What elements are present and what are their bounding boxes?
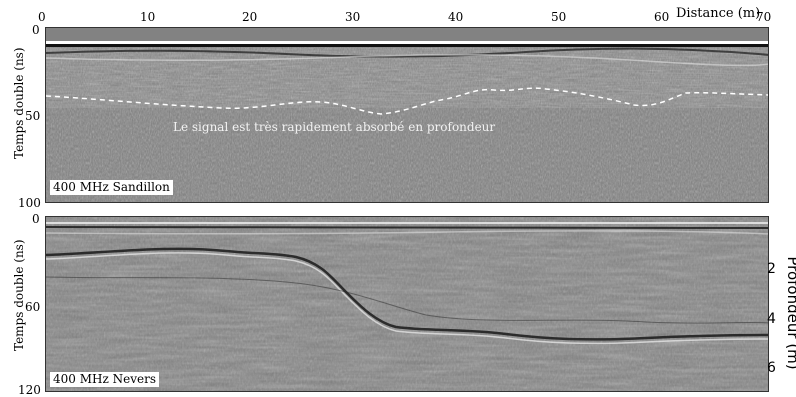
depth-tick-4: 4 [767, 311, 776, 327]
depth-axis-label: Profondeur (m) [784, 256, 796, 370]
bottom-radargram-image [46, 217, 768, 391]
x-tick-20: 20 [242, 10, 258, 24]
bottom-y-tick-120: 120 [18, 383, 41, 397]
x-tick-40: 40 [448, 10, 464, 24]
x-tick-70: 70 [756, 10, 772, 24]
distance-unit-label: Distance (m) [676, 6, 761, 21]
x-tick-60: 60 [654, 10, 670, 24]
dashed-absorption-line [46, 87, 768, 115]
top-y-tick-100: 100 [18, 196, 41, 210]
top-y-tick-50: 50 [25, 109, 41, 123]
top-y-axis-label: Temps double (ns) [12, 47, 26, 159]
top-y-tick-0: 0 [32, 23, 40, 37]
depth-tick-2: 2 [767, 261, 776, 277]
depth-tick-6: 6 [767, 360, 776, 376]
x-tick-10: 10 [140, 10, 156, 24]
x-tick-50: 50 [551, 10, 567, 24]
x-tick-0: 0 [38, 10, 46, 24]
top-radargram-image [46, 28, 768, 202]
bottom-y-axis-label: Temps double (ns) [12, 239, 26, 351]
bottom-y-tick-60: 60 [25, 300, 41, 314]
bottom-radargram: 400 MHz Nevers [45, 216, 769, 392]
bottom-y-tick-0: 0 [32, 212, 40, 226]
top-radargram: Le signal est très rapidement absorbé en… [45, 27, 769, 203]
x-tick-30: 30 [345, 10, 361, 24]
absorption-annotation: Le signal est très rapidement absorbé en… [173, 120, 496, 134]
bottom-panel-name: 400 MHz Nevers [50, 372, 159, 387]
top-panel-name: 400 MHz Sandillon [50, 180, 173, 195]
